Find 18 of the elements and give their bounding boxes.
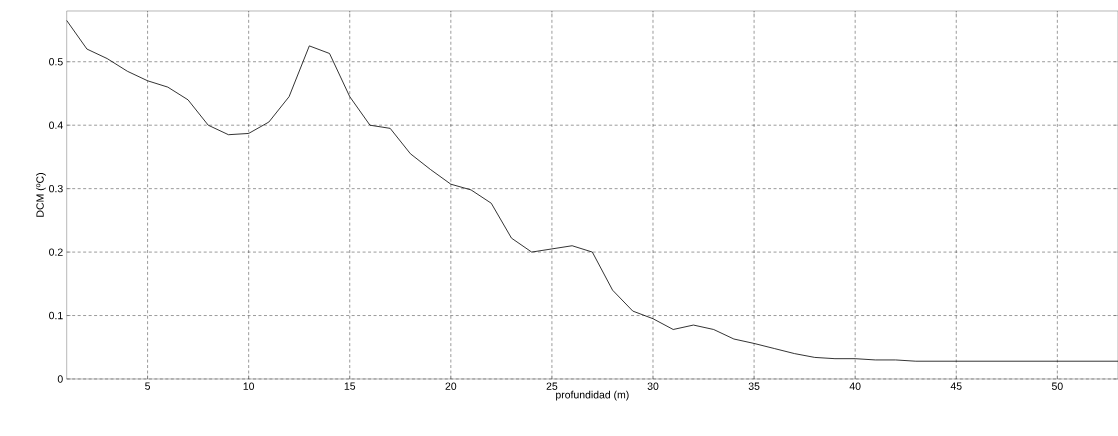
y-tick-label: 0.5 xyxy=(49,58,63,66)
x-tick-label: 40 xyxy=(849,382,861,390)
x-tick-label: 45 xyxy=(950,382,962,390)
x-tick-label: 5 xyxy=(145,382,151,390)
x-tick-label: 30 xyxy=(647,382,659,390)
y-axis-title: DCM (ºC) xyxy=(36,173,46,217)
x-tick-label: 20 xyxy=(445,382,457,390)
y-tick-label: 0.3 xyxy=(49,184,63,193)
x-tick-label: 15 xyxy=(344,382,356,390)
x-tick-label: 10 xyxy=(243,382,255,390)
y-tick-label: 0 xyxy=(57,375,63,383)
x-tick-label: 35 xyxy=(748,382,760,390)
x-axis-title: profundidad (m) xyxy=(556,390,629,401)
y-tick-label: 0.2 xyxy=(49,248,63,256)
x-tick-label: 50 xyxy=(1051,382,1063,390)
y-tick-label: 0.4 xyxy=(49,121,63,129)
x-tick-label: 25 xyxy=(546,382,558,390)
y-tick-label: 0.1 xyxy=(49,311,63,320)
